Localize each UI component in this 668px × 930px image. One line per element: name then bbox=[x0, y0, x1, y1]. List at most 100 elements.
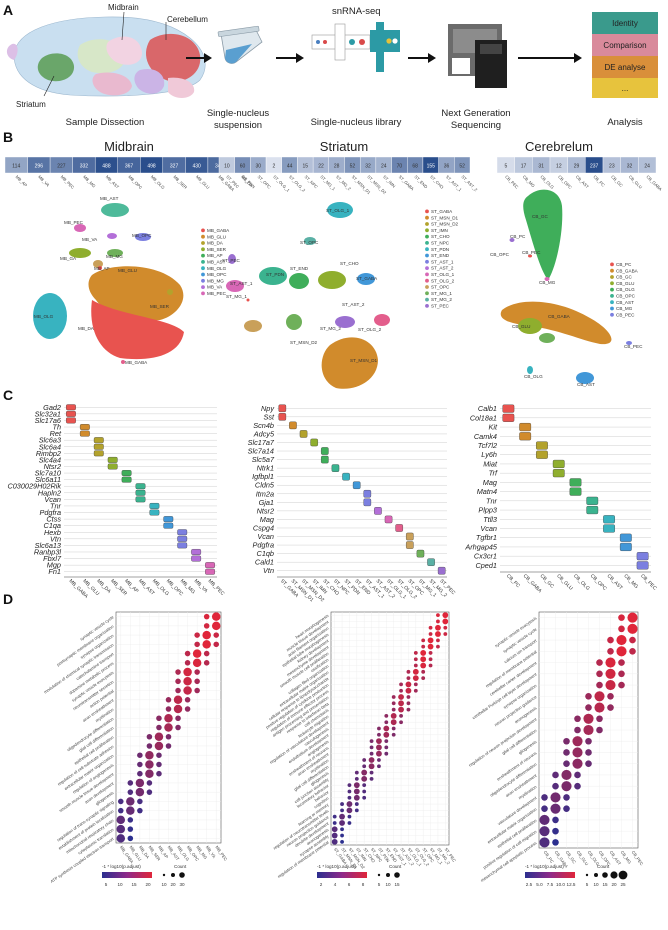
legend-label: MB_SER bbox=[207, 247, 227, 252]
go-dot bbox=[384, 714, 389, 718]
go-dot bbox=[596, 659, 603, 666]
color-legend-tick: 5.0 bbox=[536, 882, 543, 887]
legend-swatch bbox=[201, 291, 205, 296]
panel-label-c: C bbox=[3, 387, 13, 403]
umap-cluster-label: ST_OLG_1 bbox=[326, 208, 350, 213]
go-dot bbox=[596, 715, 603, 723]
gene-label: Slc17a6 bbox=[35, 416, 62, 425]
gene-label: Igfbpl1 bbox=[252, 472, 274, 481]
heatmap-value: 24 bbox=[644, 164, 650, 170]
heatmap-cluster-label: MB_AST bbox=[105, 174, 121, 190]
heatmap-cluster-label: CB_GABA bbox=[645, 174, 663, 192]
heatmap-value: 68 bbox=[412, 164, 418, 170]
violin-mark bbox=[191, 555, 202, 562]
go-dot bbox=[421, 669, 426, 674]
go-dot bbox=[354, 776, 359, 781]
color-legend-tick: 20 bbox=[145, 882, 151, 887]
go-dot bbox=[406, 669, 411, 674]
color-legend-bar bbox=[102, 872, 152, 878]
violin-mark bbox=[310, 438, 318, 447]
heatmap-cluster-label: MB_PEC bbox=[60, 174, 76, 190]
heatmap-cluster-label: CB_GC bbox=[610, 174, 624, 188]
legend-label: CB_MG bbox=[616, 306, 633, 311]
legend-label: CB_PEC bbox=[616, 312, 635, 317]
go-dot bbox=[406, 695, 411, 699]
umap-cluster-label: CB_GC bbox=[532, 214, 549, 219]
gene-label: Itm2a bbox=[256, 489, 274, 498]
size-legend-title: Count bbox=[597, 864, 610, 869]
legend-swatch bbox=[425, 241, 429, 245]
heatmap-cell bbox=[454, 156, 471, 174]
go-dot bbox=[443, 632, 448, 636]
brain-label-striatum: Striatum bbox=[16, 100, 46, 109]
arrow-1 bbox=[186, 53, 212, 63]
go-dot bbox=[585, 737, 592, 745]
heatmap-cluster-label: MB_GLU bbox=[195, 174, 211, 190]
umap-cluster-label: ST_CHO bbox=[340, 261, 359, 266]
go-dot bbox=[156, 715, 162, 722]
go-dot bbox=[376, 744, 382, 751]
umap-striatum: ST_OLG_1ST_OPCST_PECST_MG_1ST_PDNST_ENDS… bbox=[222, 202, 459, 389]
gene-label: Tnr bbox=[50, 501, 62, 510]
go-dot bbox=[412, 675, 419, 682]
go-dot bbox=[435, 631, 441, 637]
size-legend-dot bbox=[618, 870, 628, 880]
color-legend-tick: 6 bbox=[348, 882, 351, 887]
heatmap-cluster-label: CB_PC bbox=[592, 174, 605, 187]
go-dot bbox=[618, 625, 625, 633]
legend-swatch bbox=[425, 215, 429, 220]
legend-label: MB_AST bbox=[207, 260, 226, 265]
go-dot bbox=[340, 802, 344, 806]
heatmap-value: 31 bbox=[538, 164, 544, 170]
go-dot bbox=[202, 640, 211, 649]
go-dot bbox=[346, 807, 353, 814]
legend-swatch bbox=[610, 275, 614, 279]
go-dot bbox=[137, 752, 143, 758]
umap-cluster-label: ST_PDN bbox=[266, 272, 284, 277]
heatmap-value: 60 bbox=[240, 164, 246, 170]
heatmap-value: 23 bbox=[609, 164, 615, 170]
violin-mark bbox=[93, 450, 104, 457]
violin-mark bbox=[619, 542, 632, 551]
go-dot bbox=[563, 760, 570, 768]
size-legend-tick: 30 bbox=[179, 882, 185, 887]
go-dot bbox=[596, 726, 603, 734]
size-legend-tick: 25 bbox=[620, 882, 626, 887]
go-dot bbox=[420, 662, 427, 669]
heatmap-cluster-label: ST_IMN bbox=[382, 174, 396, 188]
heatmap-cluster-label: CB_OPC bbox=[557, 174, 573, 190]
go-dot bbox=[552, 782, 559, 790]
gene-label: Rimbp2 bbox=[36, 449, 61, 458]
color-legend-bar bbox=[317, 872, 367, 878]
panel-label-a: A bbox=[3, 2, 13, 18]
violin-mark bbox=[374, 507, 382, 515]
umap-cluster-label: ST_MG_2 bbox=[320, 326, 341, 331]
size-legend-dot bbox=[179, 872, 185, 878]
go-dot bbox=[629, 636, 636, 644]
legend-label: ST_OLG_1 bbox=[431, 272, 455, 277]
go-dot bbox=[211, 621, 221, 631]
go-dot bbox=[435, 624, 441, 631]
heatmap-value: 2 bbox=[273, 164, 276, 170]
legend-label: MB_GLU bbox=[207, 234, 226, 239]
go-dot bbox=[383, 731, 390, 738]
legend-label: ST_IMN bbox=[431, 228, 448, 233]
brain-striatum-shape bbox=[37, 53, 75, 82]
gene-label: Pdgfra bbox=[253, 541, 275, 550]
violin-cluster-label: CB_OPC bbox=[589, 573, 608, 592]
legend-label: ST_END bbox=[431, 253, 450, 258]
umap-cluster-label: MB_GLU bbox=[118, 268, 137, 273]
go-dot bbox=[146, 780, 153, 786]
go-dot bbox=[563, 737, 570, 745]
go-dot bbox=[436, 613, 440, 618]
legend-swatch bbox=[610, 294, 614, 298]
size-legend-tick: 20 bbox=[170, 882, 176, 887]
gene-label: Hapln2 bbox=[38, 488, 61, 497]
violin-mark bbox=[321, 447, 329, 455]
legend-label: MB_VA bbox=[207, 285, 223, 290]
gene-label: Vtn bbox=[263, 566, 274, 575]
go-dot bbox=[405, 681, 412, 688]
legend-label: MB_AP bbox=[207, 253, 223, 258]
heatmap-value: 32 bbox=[365, 164, 371, 170]
